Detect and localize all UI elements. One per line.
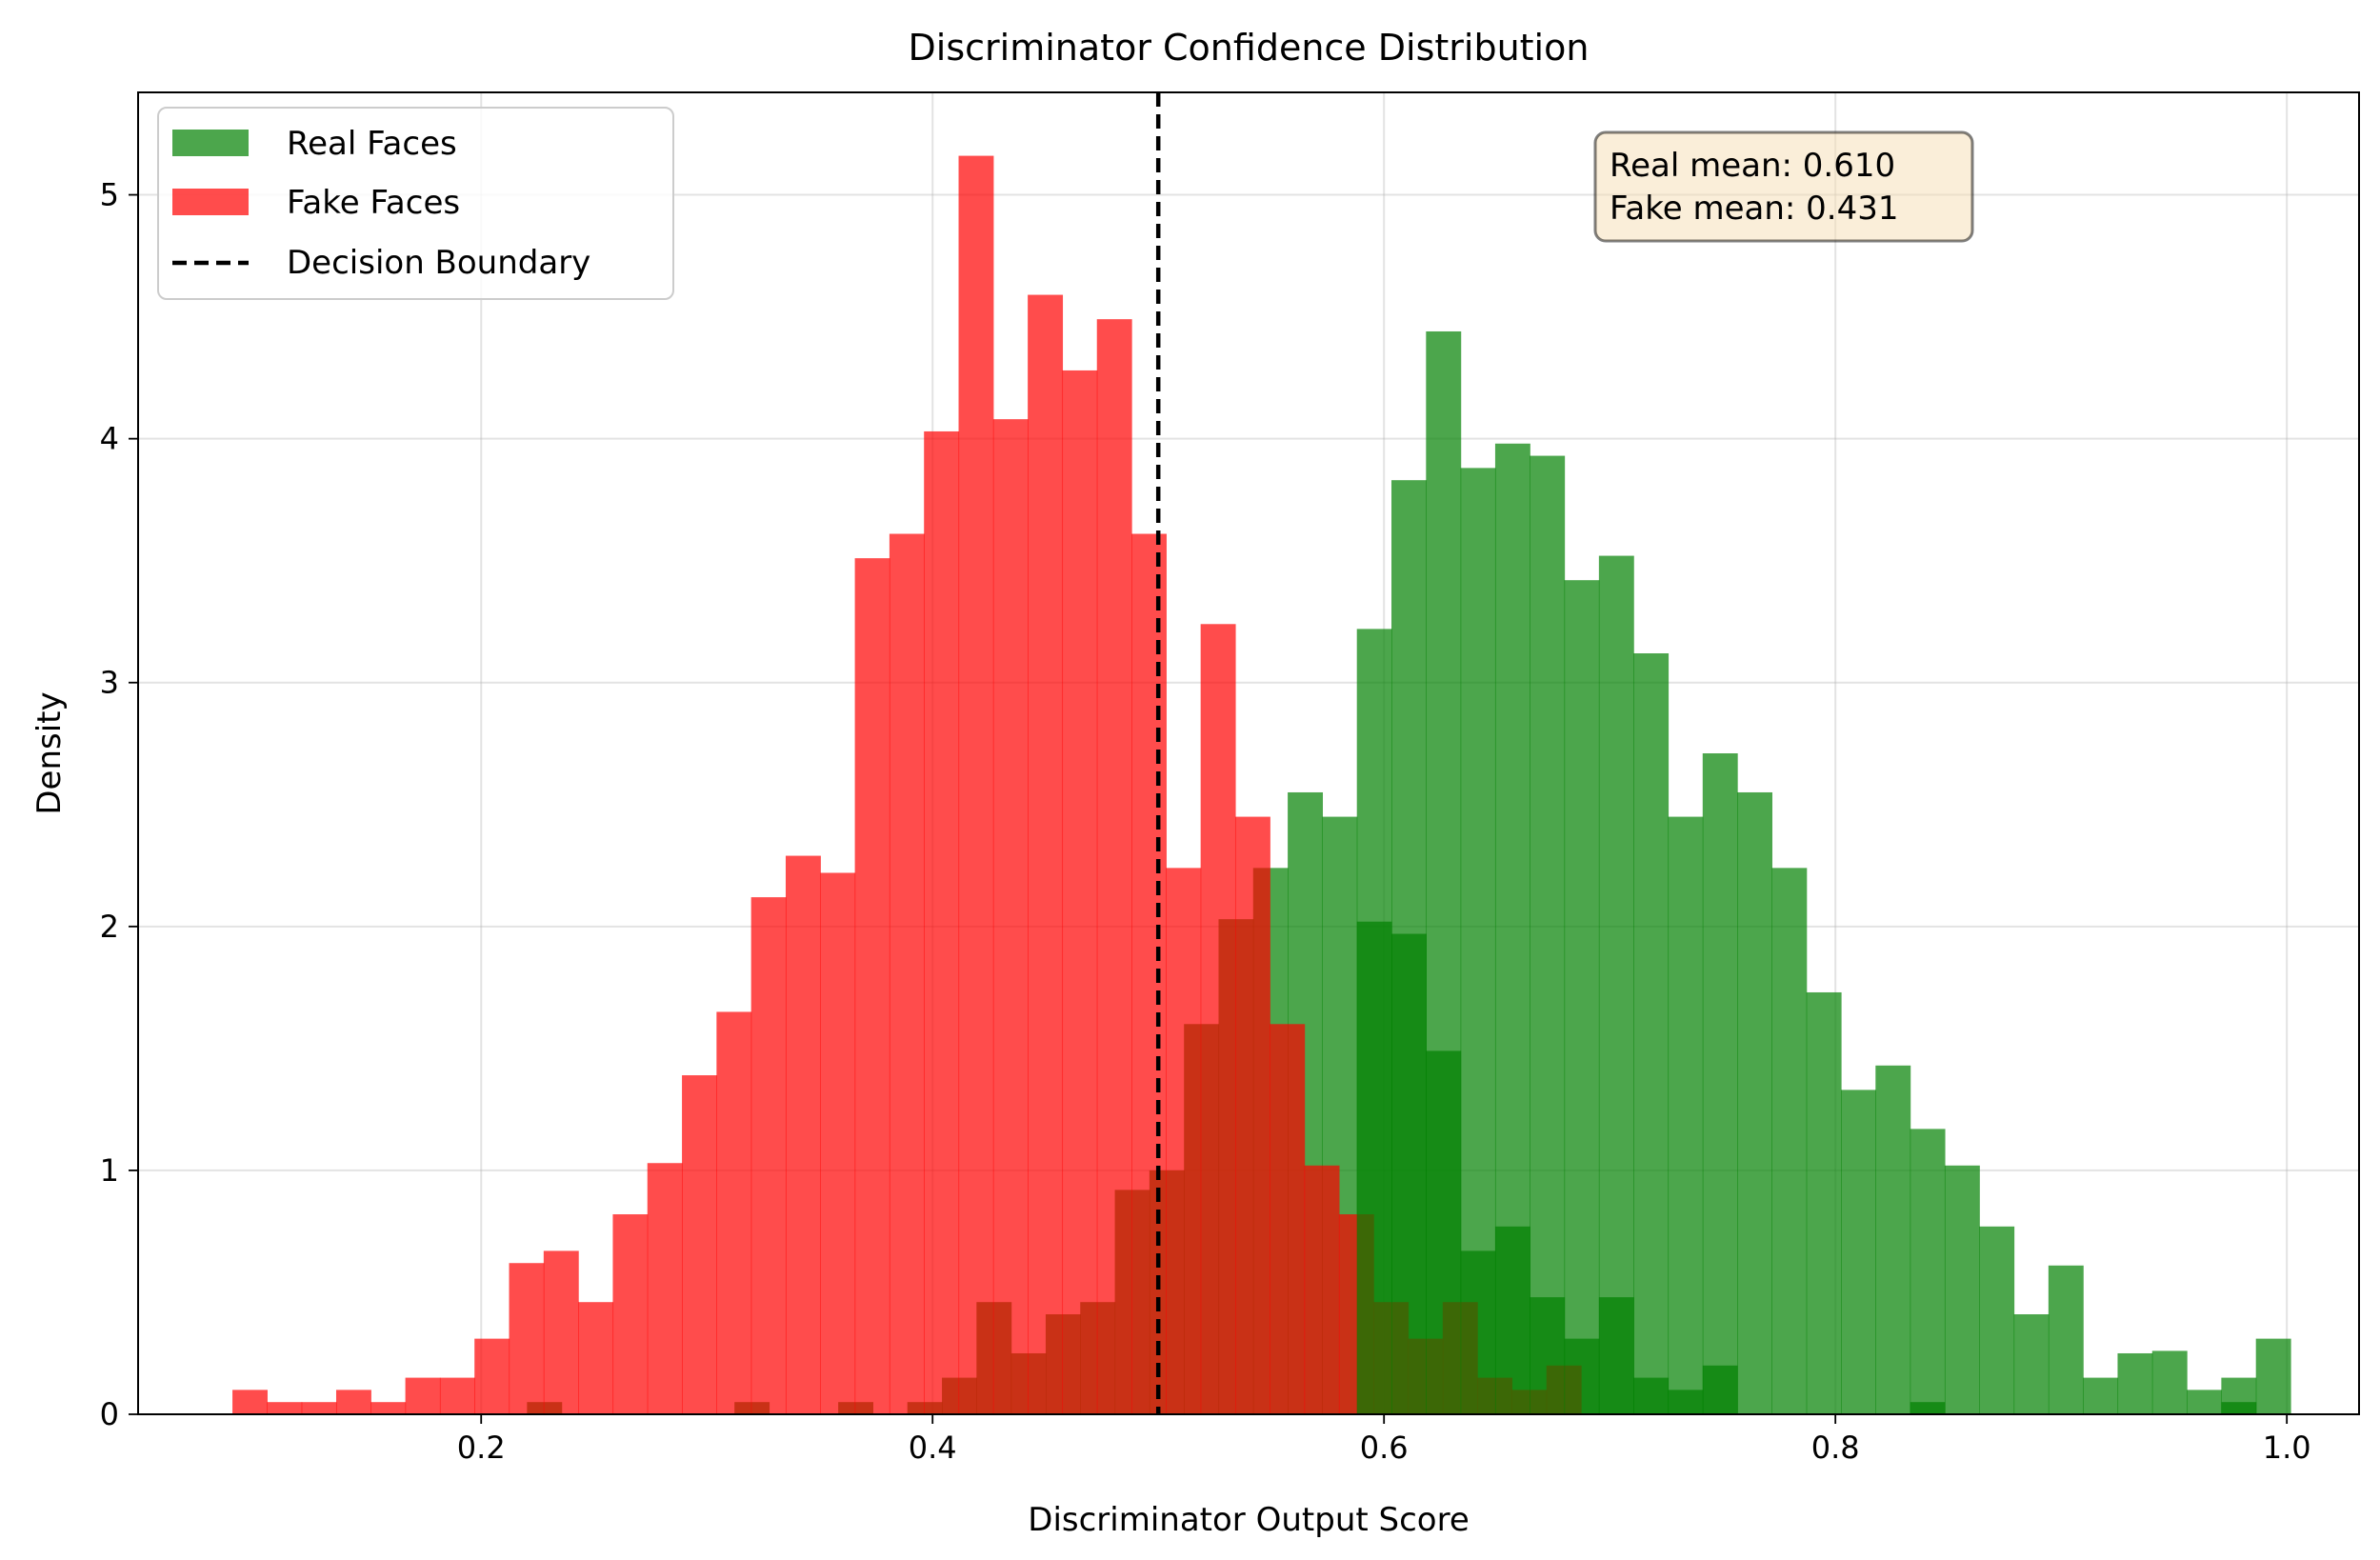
y-tick-label-3: 3 <box>100 665 119 701</box>
legend: Real Faces Fake Faces Decision Boundary <box>157 107 674 300</box>
y-tick-label-0: 0 <box>100 1396 119 1432</box>
plot-frame <box>137 91 2360 1415</box>
real-top-bar-38 <box>1841 1090 1876 1414</box>
legend-label-boundary: Decision Boundary <box>287 244 590 282</box>
chart-title: Discriminator Confidence Distribution <box>909 27 1590 69</box>
real-top-bar-46 <box>2117 1352 2153 1414</box>
fake-bar-5 <box>405 1377 441 1414</box>
fake-bar-18 <box>854 558 890 1414</box>
y-axis-label: Density <box>30 691 69 814</box>
fake-bar-12 <box>647 1163 683 1414</box>
fake-bar-19 <box>889 533 925 1414</box>
legend-swatch-fake <box>172 189 249 215</box>
real-top-bar-41 <box>1944 1165 1980 1414</box>
fake-bar-7 <box>474 1338 510 1414</box>
real-top-bar-25 <box>1391 480 1427 1415</box>
fake-bar-23 <box>1028 294 1064 1415</box>
legend-swatch-real <box>172 130 249 156</box>
fake-bar-10 <box>578 1302 614 1414</box>
fake-bar-0 <box>232 1390 268 1414</box>
stats-real-mean: Real mean: 0.610 <box>1610 147 1895 185</box>
real-top-bar-24 <box>1356 629 1392 1414</box>
bars <box>232 155 2291 1415</box>
y-tick-label-1: 1 <box>100 1152 119 1189</box>
legend-label-fake: Fake Faces <box>287 184 460 222</box>
fake-bar-28 <box>1200 624 1236 1414</box>
real-top-bar-37 <box>1806 991 1842 1414</box>
real-top-bar-26 <box>1426 330 1462 1414</box>
real-top-bar-34 <box>1702 753 1738 1414</box>
real-top-bar-48 <box>2187 1390 2222 1414</box>
x-tick-label-1: 0.4 <box>909 1430 957 1466</box>
fake-bar-27 <box>1166 868 1202 1414</box>
real-top-bar-27 <box>1460 468 1496 1415</box>
fake-bar-9 <box>543 1250 579 1414</box>
real-top-bar-30 <box>1564 580 1600 1414</box>
real-top-bar-42 <box>1979 1226 2015 1414</box>
fake-bar-24 <box>1062 370 1098 1415</box>
fake-bar-17 <box>820 872 856 1414</box>
x-tick-label-0: 0.2 <box>457 1430 506 1466</box>
real-top-bar-29 <box>1530 455 1566 1414</box>
x-tick-label-3: 0.8 <box>1811 1430 1860 1466</box>
real-top-bar-33 <box>1668 816 1704 1414</box>
fake-bar-20 <box>924 430 960 1414</box>
fake-bar-4 <box>370 1402 407 1414</box>
fake-bar-29 <box>1234 816 1270 1414</box>
real-top-bar-44 <box>2048 1265 2084 1414</box>
fake-bar-3 <box>335 1390 371 1414</box>
fake-bar-25 <box>1096 319 1132 1414</box>
fake-bar-26 <box>1131 533 1167 1414</box>
fake-bar-11 <box>612 1214 649 1414</box>
stats-box-background <box>1593 130 1974 243</box>
fake-bar-22 <box>992 419 1029 1414</box>
fake-bar-6 <box>439 1377 475 1414</box>
stats-fake-mean: Fake mean: 0.431 <box>1610 190 1899 228</box>
real-top-bar-39 <box>1875 1065 1911 1414</box>
fake-bar-30 <box>1270 1024 1306 1414</box>
real-top-bar-28 <box>1494 443 1530 1414</box>
legend-box <box>157 107 674 300</box>
fake-bar-2 <box>301 1402 337 1414</box>
legend-label-real: Real Faces <box>287 125 457 163</box>
real-top-bar-40 <box>1910 1129 1946 1414</box>
real-top-bar-43 <box>2013 1314 2050 1414</box>
x-tick-label-4: 1.0 <box>2263 1430 2311 1466</box>
real-top-bar-50 <box>2255 1338 2291 1414</box>
fake-bar-1 <box>267 1402 303 1414</box>
real-top-bar-49 <box>2221 1377 2257 1414</box>
fake-bar-21 <box>958 155 994 1415</box>
real-top-bar-35 <box>1737 791 1772 1414</box>
x-axis-label: Discriminator Output Score <box>1028 1501 1469 1539</box>
fake-bar-13 <box>682 1075 717 1414</box>
stats-box: Real mean: 0.610 Fake mean: 0.431 <box>1593 130 1974 243</box>
real-top-bar-45 <box>2083 1377 2119 1414</box>
real-top-bar-36 <box>1771 868 1808 1414</box>
y-tick-label-4: 4 <box>100 421 119 457</box>
real-top-bar-47 <box>2151 1350 2188 1414</box>
fake-bar-16 <box>785 855 821 1414</box>
fake-bar-15 <box>750 897 787 1414</box>
fake-bar-8 <box>509 1263 545 1414</box>
real-top-bar-32 <box>1633 653 1670 1414</box>
y-tick-label-2: 2 <box>100 909 119 945</box>
fake-bar-14 <box>716 1011 752 1414</box>
x-axis-ticks: 0.2 0.4 0.6 0.8 1.0 <box>457 1414 2311 1466</box>
x-tick-label-2: 0.6 <box>1360 1430 1409 1466</box>
fake-bar-31 <box>1304 1165 1340 1414</box>
y-tick-label-5: 5 <box>100 177 119 213</box>
real-top-bar-31 <box>1598 555 1634 1414</box>
y-axis-ticks: 0 1 2 3 4 5 <box>100 177 138 1432</box>
